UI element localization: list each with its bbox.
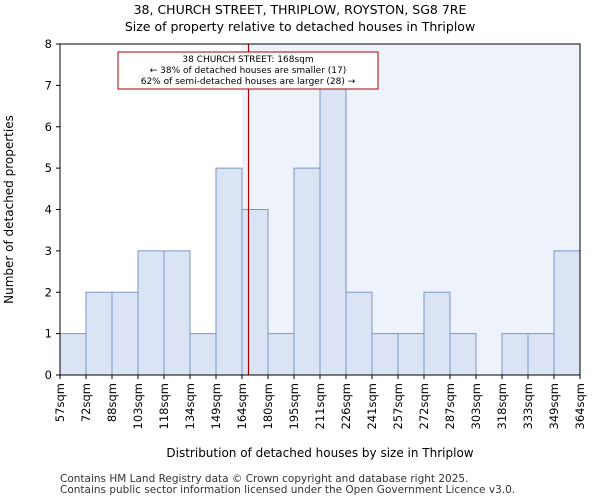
- x-tick-label: 180sqm: [261, 383, 275, 429]
- bar: [397, 333, 425, 376]
- x-tick-label: 103sqm: [131, 383, 145, 429]
- y-tick-label: 7: [45, 78, 52, 92]
- annotation-box: [117, 51, 379, 90]
- y-tick-label: 2: [45, 285, 52, 299]
- bar: [371, 333, 399, 376]
- x-tick-label: 164sqm: [235, 383, 249, 429]
- bar: [501, 333, 529, 376]
- x-tick-label: 149sqm: [209, 383, 223, 429]
- bar: [85, 291, 113, 376]
- footer-licence: Contains public sector information licen…: [60, 484, 516, 496]
- y-tick-label: 0: [45, 368, 52, 382]
- x-tick-label: 57sqm: [53, 383, 67, 422]
- y-tick-label: 1: [45, 327, 52, 341]
- x-tick-label: 257sqm: [391, 383, 405, 429]
- x-axis-title: Distribution of detached houses by size …: [166, 446, 473, 460]
- x-tick-label: 134sqm: [183, 383, 197, 429]
- chart-title: 38, CHURCH STREET, THRIPLOW, ROYSTON, SG…: [133, 2, 467, 17]
- x-tick-label: 318sqm: [495, 383, 509, 429]
- x-tick-label: 118sqm: [157, 383, 171, 429]
- annotation-larger: 62% of semi-detached houses are larger (…: [141, 77, 356, 87]
- highlight-region: [242, 44, 580, 375]
- x-tick-label: 241sqm: [365, 383, 379, 429]
- bar: [267, 333, 295, 376]
- y-tick-label: 5: [45, 161, 52, 175]
- x-tick-label: 333sqm: [521, 383, 535, 429]
- y-tick-label: 4: [45, 203, 52, 217]
- bar: [163, 250, 191, 376]
- x-tick-label: 72sqm: [79, 383, 93, 422]
- bar: [189, 333, 217, 376]
- y-tick-label: 8: [45, 37, 52, 51]
- y-tick-label: 3: [45, 244, 52, 258]
- x-tick-label: 226sqm: [339, 383, 353, 429]
- bar: [111, 291, 139, 376]
- bar: [553, 250, 581, 376]
- y-tick-label: 6: [45, 120, 52, 134]
- bar: [449, 333, 477, 376]
- bar: [319, 84, 347, 376]
- annotation-smaller: ← 38% of detached houses are smaller (17…: [150, 66, 347, 76]
- chart-subtitle: Size of property relative to detached ho…: [124, 19, 476, 34]
- bar: [241, 209, 269, 376]
- x-tick-label: 211sqm: [313, 383, 327, 429]
- x-tick-label: 195sqm: [287, 383, 301, 429]
- x-tick-label: 287sqm: [443, 383, 457, 429]
- x-tick-label: 349sqm: [547, 383, 561, 429]
- annotation-title: 38 CHURCH STREET: 168sqm: [182, 55, 313, 65]
- x-tick-label: 272sqm: [417, 383, 431, 429]
- bar: [345, 291, 373, 376]
- footer-copyright: Contains HM Land Registry data © Crown c…: [60, 473, 469, 485]
- x-tick-label: 303sqm: [469, 383, 483, 429]
- y-axis-title: Number of detached properties: [2, 115, 16, 304]
- bar: [137, 250, 165, 376]
- bar: [293, 167, 321, 376]
- bar: [215, 167, 243, 376]
- bar: [59, 333, 87, 376]
- x-tick-label: 88sqm: [105, 383, 119, 422]
- x-tick-label: 364sqm: [573, 383, 587, 429]
- bar: [423, 291, 451, 376]
- bar: [527, 333, 555, 376]
